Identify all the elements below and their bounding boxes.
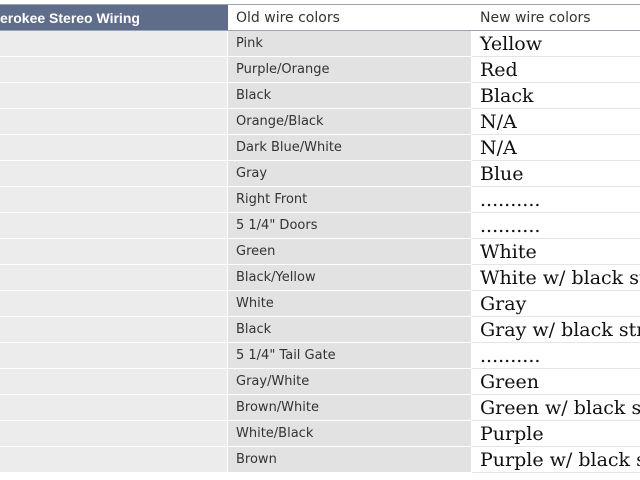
old-color-cell: Black — [228, 317, 472, 343]
label-cell — [0, 161, 228, 187]
new-color-cell: Purple — [472, 421, 640, 447]
new-color-cell: N/A — [472, 135, 640, 161]
new-color-cell: N/A — [472, 109, 640, 135]
label-cell — [0, 187, 228, 213]
old-color-cell: Gray/White — [228, 369, 472, 395]
table-row: Brown/White Green w/ black st — [0, 395, 640, 421]
new-color-cell: .......... — [472, 343, 640, 369]
label-cell — [0, 395, 228, 421]
table-row: Purple/Orange Red — [0, 57, 640, 83]
label-cell — [0, 265, 228, 291]
label-cell — [0, 83, 228, 109]
old-color-cell: White — [228, 291, 472, 317]
old-color-cell: Gray — [228, 161, 472, 187]
new-color-cell: Gray — [472, 291, 640, 317]
label-cell — [0, 239, 228, 265]
new-color-cell: .......... — [472, 187, 640, 213]
table-row: Pink Yellow — [0, 31, 640, 57]
table-row: Black Gray w/ black stri — [0, 317, 640, 343]
old-color-cell: Pink — [228, 31, 472, 57]
table-row: 5 1/4" Doors.......... — [0, 213, 640, 239]
column-header: Old wire colors — [228, 4, 472, 31]
new-color-cell: Purple w/ black s — [472, 447, 640, 473]
table-row: White Gray — [0, 291, 640, 317]
label-cell — [0, 447, 228, 473]
new-color-cell: Green w/ black st — [472, 395, 640, 421]
new-color-cell: Blue — [472, 161, 640, 187]
old-color-cell: Brown/White — [228, 395, 472, 421]
label-cell — [0, 343, 228, 369]
new-color-cell: Green — [472, 369, 640, 395]
old-color-cell: 5 1/4" Tail Gate — [228, 343, 472, 369]
table-body: erokee Stereo Wiring Old wire colors New… — [0, 4, 640, 473]
label-cell — [0, 369, 228, 395]
label-cell — [0, 31, 228, 57]
new-color-cell: White w/ black st — [472, 265, 640, 291]
table-row: 5 1/4" Tail Gate.......... — [0, 343, 640, 369]
label-cell — [0, 317, 228, 343]
old-color-cell: 5 1/4" Doors — [228, 213, 472, 239]
table-row: Black/Yellow White w/ black st — [0, 265, 640, 291]
label-cell — [0, 421, 228, 447]
old-color-cell: Black/Yellow — [228, 265, 472, 291]
old-color-cell: Purple/Orange — [228, 57, 472, 83]
old-color-cell: Black — [228, 83, 472, 109]
label-cell — [0, 291, 228, 317]
old-color-cell: Right Front — [228, 187, 472, 213]
old-color-cell: Brown — [228, 447, 472, 473]
new-color-cell: Yellow — [472, 31, 640, 57]
table-row: Gray/White Green — [0, 369, 640, 395]
table-wrap: erokee Stereo Wiring Old wire colors New… — [0, 4, 640, 480]
new-color-cell: Gray w/ black stri — [472, 317, 640, 343]
table-row: Gray Blue — [0, 161, 640, 187]
old-color-cell: White/Black — [228, 421, 472, 447]
column-header: New wire colors — [472, 4, 640, 31]
table-row: Brown Purple w/ black s — [0, 447, 640, 473]
label-cell — [0, 57, 228, 83]
new-color-cell: White — [472, 239, 640, 265]
table-title: erokee Stereo Wiring — [0, 4, 228, 31]
new-color-cell: Black — [472, 83, 640, 109]
label-cell — [0, 135, 228, 161]
table-row: Right Front.......... — [0, 187, 640, 213]
old-color-cell: Orange/Black — [228, 109, 472, 135]
old-color-cell: Green — [228, 239, 472, 265]
table-row: White/Black Purple — [0, 421, 640, 447]
new-color-cell: Red — [472, 57, 640, 83]
header-row: erokee Stereo Wiring Old wire colors New… — [0, 4, 640, 31]
table-row: Green White — [0, 239, 640, 265]
old-color-cell: Dark Blue/White — [228, 135, 472, 161]
label-cell — [0, 213, 228, 239]
table-row: Dark Blue/White N/A — [0, 135, 640, 161]
table-row: Orange/Black N/A — [0, 109, 640, 135]
table-row: Black Black — [0, 83, 640, 109]
label-cell — [0, 109, 228, 135]
new-color-cell: .......... — [472, 213, 640, 239]
wiring-table: erokee Stereo Wiring Old wire colors New… — [0, 4, 640, 473]
